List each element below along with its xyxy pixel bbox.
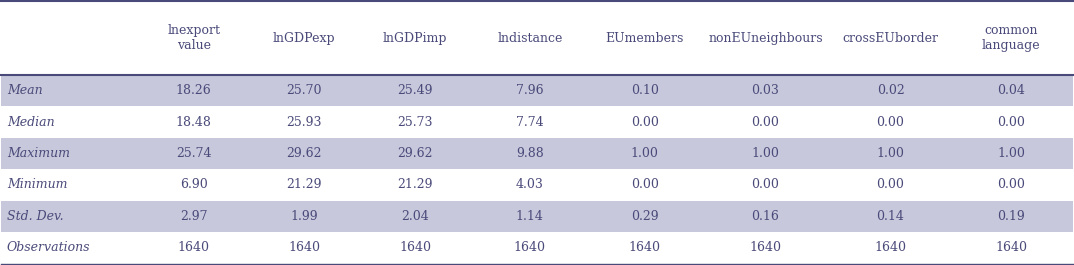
Text: 1640: 1640 — [874, 241, 906, 254]
Text: 0.02: 0.02 — [876, 84, 904, 97]
Text: 29.62: 29.62 — [287, 147, 322, 160]
Text: lnGDPimp: lnGDPimp — [382, 32, 447, 45]
Bar — [1, 75, 1073, 106]
Text: Minimum: Minimum — [6, 178, 68, 191]
Bar — [1, 138, 1073, 169]
Text: 7.96: 7.96 — [516, 84, 543, 97]
Text: Maximum: Maximum — [6, 147, 70, 160]
Text: 0.04: 0.04 — [998, 84, 1026, 97]
Text: lnGDPexp: lnGDPexp — [273, 32, 335, 45]
Text: 7.74: 7.74 — [516, 116, 543, 129]
Text: 1640: 1640 — [288, 241, 320, 254]
Text: 1640: 1640 — [400, 241, 431, 254]
Text: 2.97: 2.97 — [179, 210, 207, 223]
Text: 0.03: 0.03 — [752, 84, 780, 97]
Text: 0.10: 0.10 — [630, 84, 658, 97]
Text: EUmembers: EUmembers — [606, 32, 684, 45]
Text: 1640: 1640 — [996, 241, 1028, 254]
Text: 18.26: 18.26 — [176, 84, 212, 97]
Text: 25.73: 25.73 — [397, 116, 433, 129]
Bar — [1, 169, 1073, 201]
Text: Observations: Observations — [6, 241, 90, 254]
Text: 1.14: 1.14 — [516, 210, 543, 223]
Text: 21.29: 21.29 — [397, 178, 433, 191]
Text: nonEUneighbours: nonEUneighbours — [708, 32, 823, 45]
Text: common
language: common language — [982, 24, 1041, 52]
Text: 1640: 1640 — [750, 241, 782, 254]
Text: lndistance: lndistance — [497, 32, 563, 45]
Text: Median: Median — [6, 116, 55, 129]
Text: 0.29: 0.29 — [630, 210, 658, 223]
Text: 1.00: 1.00 — [630, 147, 658, 160]
Text: 0.19: 0.19 — [998, 210, 1026, 223]
Text: 1640: 1640 — [628, 241, 661, 254]
Text: 1.00: 1.00 — [998, 147, 1026, 160]
Text: 25.74: 25.74 — [176, 147, 212, 160]
Text: 0.00: 0.00 — [630, 178, 658, 191]
Text: 1.00: 1.00 — [876, 147, 904, 160]
Text: 25.70: 25.70 — [287, 84, 322, 97]
Text: 21.29: 21.29 — [287, 178, 322, 191]
Text: 0.00: 0.00 — [998, 178, 1026, 191]
Text: 0.00: 0.00 — [630, 116, 658, 129]
Text: 6.90: 6.90 — [179, 178, 207, 191]
Text: crossEUborder: crossEUborder — [842, 32, 939, 45]
Text: 1.00: 1.00 — [752, 147, 780, 160]
Text: Std. Dev.: Std. Dev. — [6, 210, 63, 223]
Text: 1640: 1640 — [513, 241, 546, 254]
Bar — [1, 232, 1073, 264]
Text: 29.62: 29.62 — [397, 147, 433, 160]
Text: Mean: Mean — [6, 84, 42, 97]
Text: 0.16: 0.16 — [752, 210, 780, 223]
Text: 0.00: 0.00 — [876, 178, 904, 191]
Text: 1.99: 1.99 — [290, 210, 318, 223]
Bar — [1, 106, 1073, 138]
Text: 0.00: 0.00 — [752, 116, 780, 129]
Text: 4.03: 4.03 — [516, 178, 543, 191]
Text: lnexport
value: lnexport value — [168, 24, 220, 52]
Text: 1640: 1640 — [177, 241, 209, 254]
Text: 18.48: 18.48 — [176, 116, 212, 129]
Text: 25.49: 25.49 — [397, 84, 433, 97]
Text: 0.00: 0.00 — [752, 178, 780, 191]
Bar — [1, 201, 1073, 232]
Text: 9.88: 9.88 — [516, 147, 543, 160]
Text: 2.04: 2.04 — [401, 210, 429, 223]
Text: 25.93: 25.93 — [287, 116, 322, 129]
Text: 0.14: 0.14 — [876, 210, 904, 223]
Text: 0.00: 0.00 — [876, 116, 904, 129]
Text: 0.00: 0.00 — [998, 116, 1026, 129]
